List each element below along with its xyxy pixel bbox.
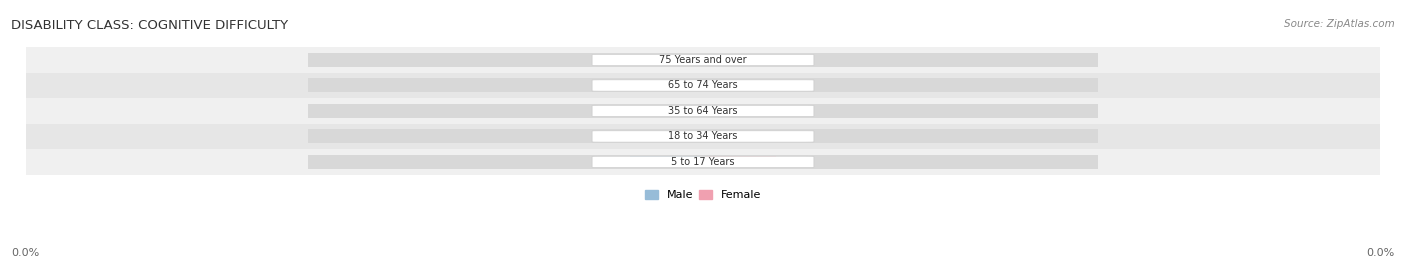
Text: 5 to 17 Years: 5 to 17 Years (671, 157, 735, 167)
Bar (308, 129, 703, 143)
Bar (0, 98, 1406, 124)
Text: 0.0%: 0.0% (730, 157, 752, 167)
FancyBboxPatch shape (592, 156, 814, 168)
Bar (703, 104, 1098, 118)
Bar (703, 79, 1098, 93)
Bar (706, 157, 776, 167)
Text: 0.0%: 0.0% (654, 81, 676, 90)
Bar (630, 105, 700, 116)
Text: 65 to 74 Years: 65 to 74 Years (668, 80, 738, 90)
Bar (706, 55, 776, 65)
Text: 0.0%: 0.0% (654, 132, 676, 141)
Text: 0.0%: 0.0% (730, 132, 752, 141)
Bar (703, 129, 1098, 143)
Text: Source: ZipAtlas.com: Source: ZipAtlas.com (1284, 19, 1395, 29)
Bar (706, 80, 776, 91)
Bar (630, 131, 700, 142)
Bar (0, 124, 1406, 149)
Bar (706, 105, 776, 116)
Legend: Male, Female: Male, Female (640, 185, 766, 205)
Bar (0, 47, 1406, 73)
Text: 0.0%: 0.0% (730, 107, 752, 115)
Text: 75 Years and over: 75 Years and over (659, 55, 747, 65)
Text: 35 to 64 Years: 35 to 64 Years (668, 106, 738, 116)
Text: DISABILITY CLASS: COGNITIVE DIFFICULTY: DISABILITY CLASS: COGNITIVE DIFFICULTY (11, 19, 288, 32)
Text: 0.0%: 0.0% (730, 81, 752, 90)
Text: 0.0%: 0.0% (11, 248, 39, 258)
Text: 0.0%: 0.0% (654, 55, 676, 65)
FancyBboxPatch shape (592, 54, 814, 66)
Text: 18 to 34 Years: 18 to 34 Years (668, 132, 738, 141)
Bar (308, 53, 703, 67)
Bar (630, 80, 700, 91)
Text: 0.0%: 0.0% (654, 107, 676, 115)
Bar (703, 53, 1098, 67)
Bar (703, 155, 1098, 169)
Bar (0, 73, 1406, 98)
Bar (308, 104, 703, 118)
Bar (0, 149, 1406, 175)
FancyBboxPatch shape (592, 105, 814, 117)
Bar (308, 155, 703, 169)
Bar (630, 157, 700, 167)
FancyBboxPatch shape (592, 80, 814, 91)
Text: 0.0%: 0.0% (1367, 248, 1395, 258)
Bar (630, 55, 700, 65)
Text: 0.0%: 0.0% (654, 157, 676, 167)
Text: 0.0%: 0.0% (730, 55, 752, 65)
FancyBboxPatch shape (592, 131, 814, 142)
Bar (706, 131, 776, 142)
Bar (308, 79, 703, 93)
